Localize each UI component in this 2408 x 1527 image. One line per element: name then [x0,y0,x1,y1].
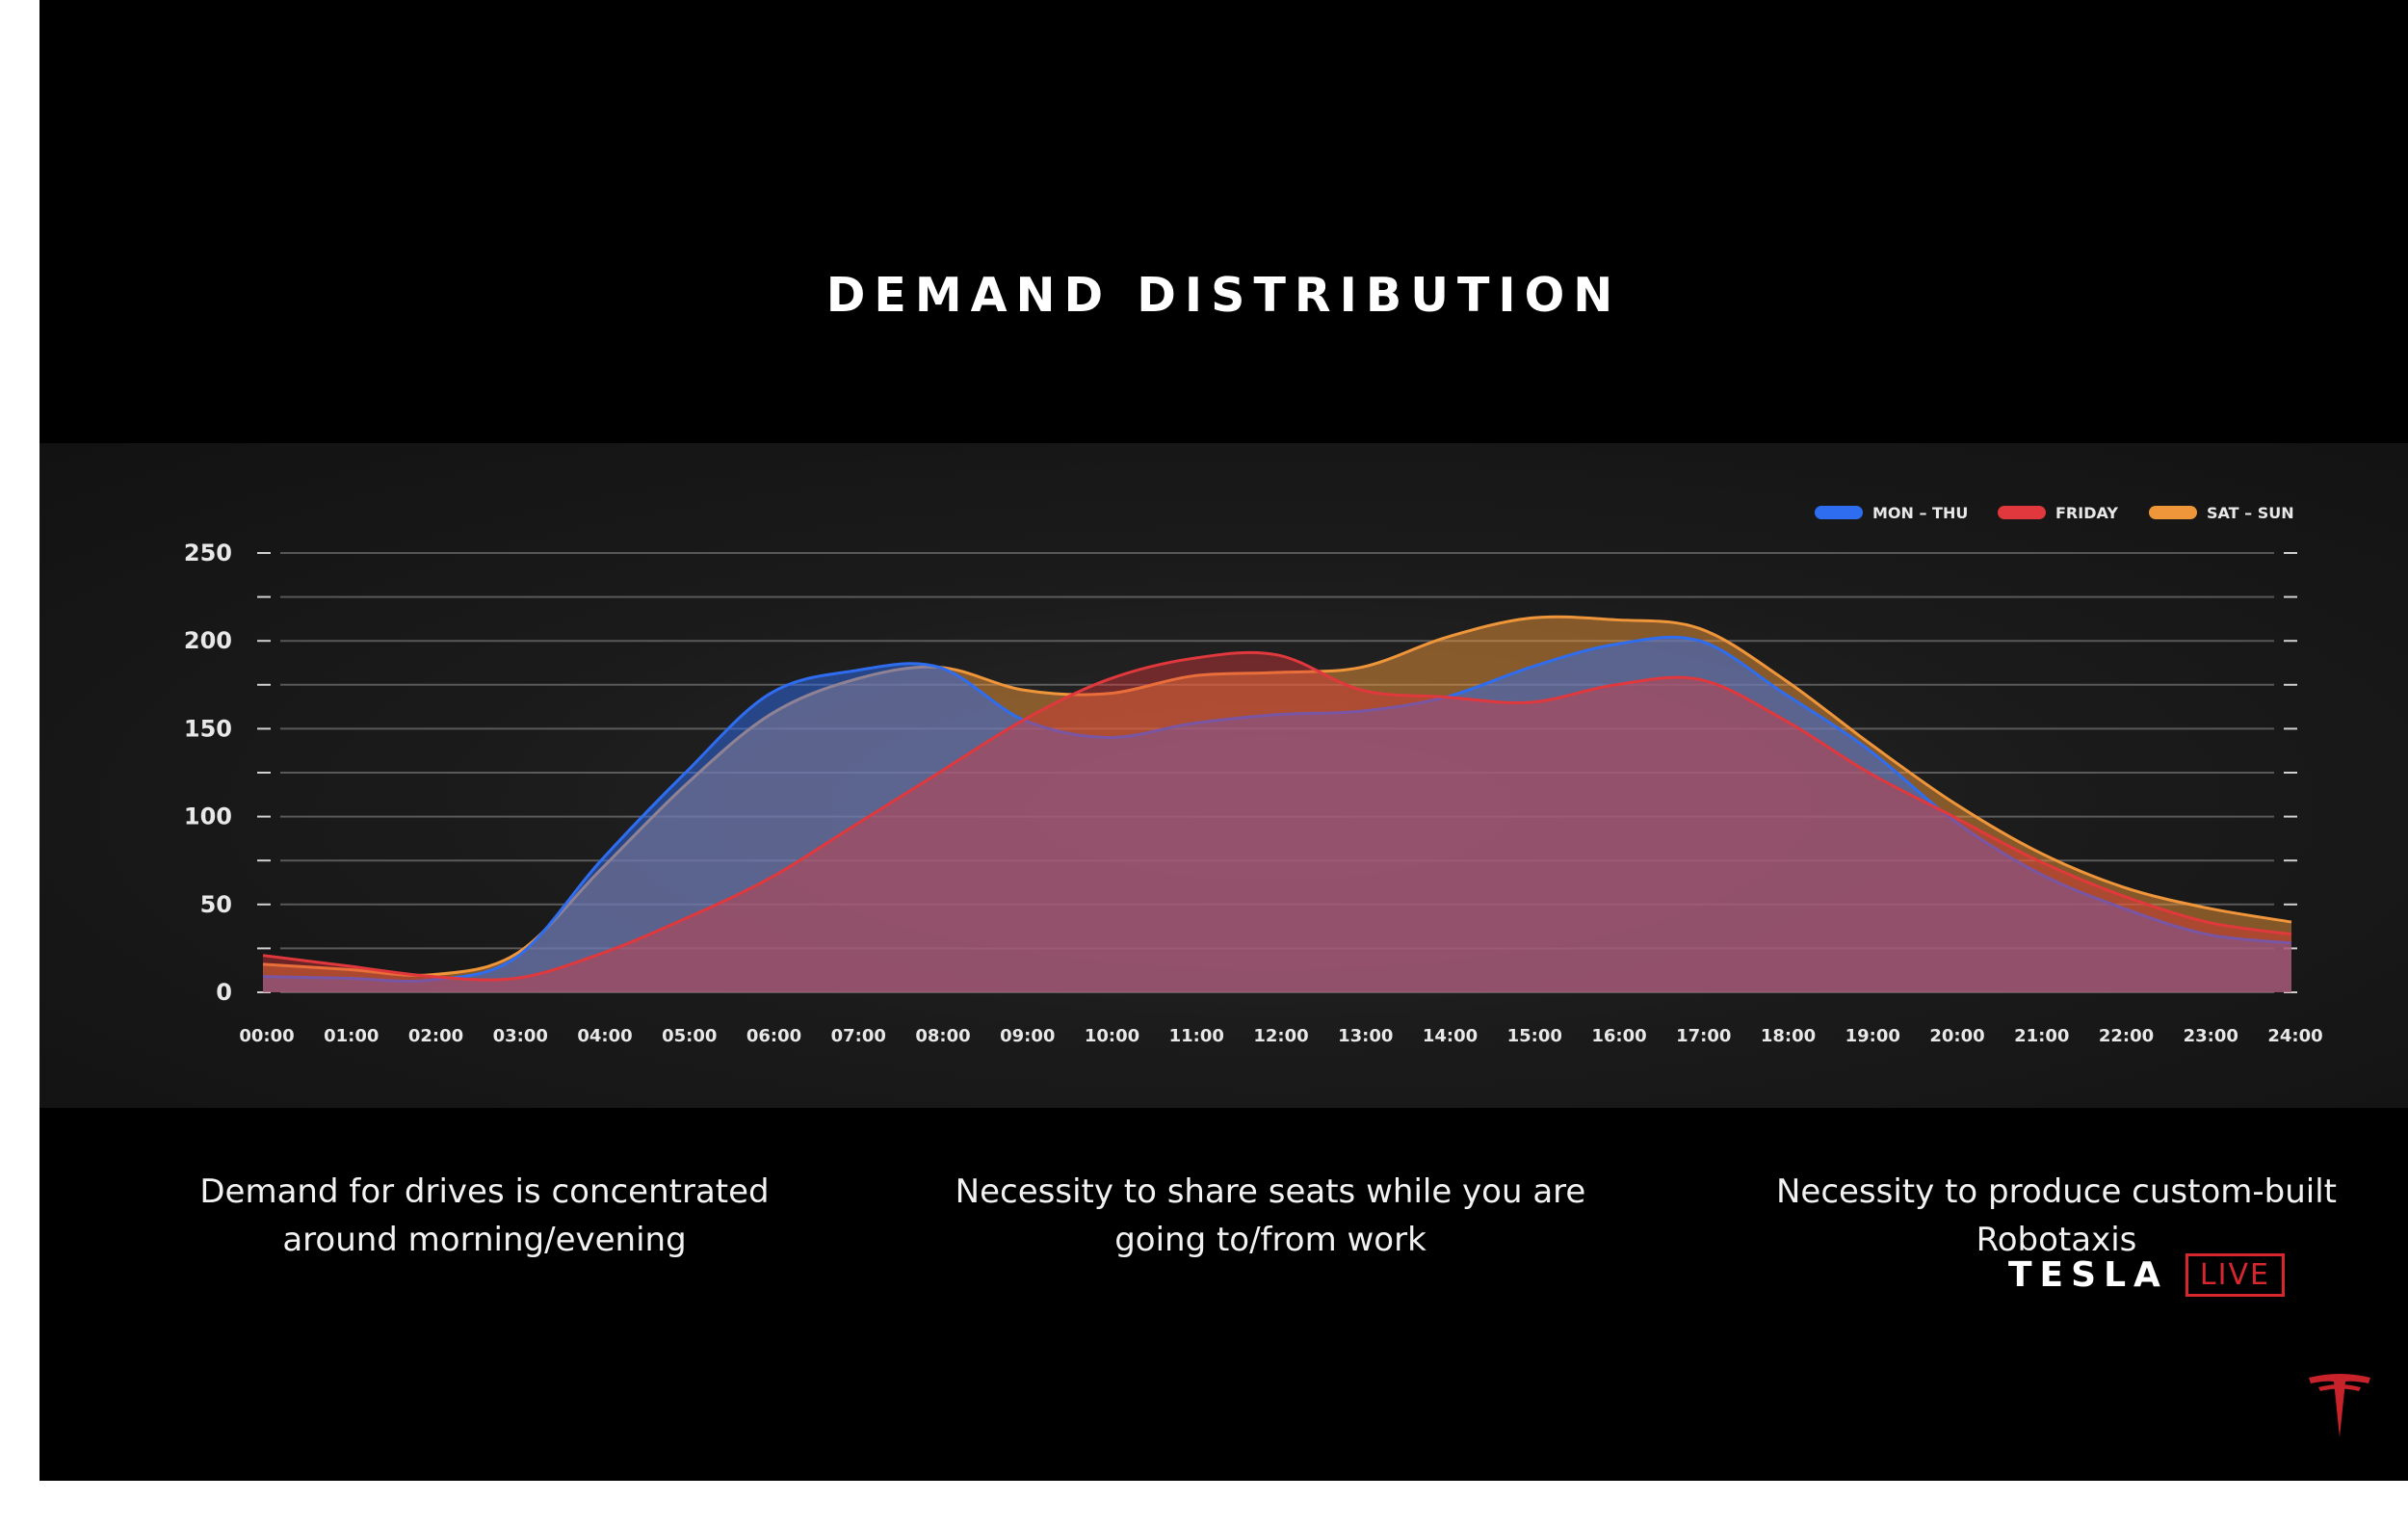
demand-chart: 0 50 100 150 200 250 00:00 01:00 02:00 03:00 04:00… [184,504,2323,1046]
x-tick-label: 07:00 [831,1026,886,1046]
x-tick-label: 00:00 [239,1026,294,1046]
x-tick-label: 23:00 [2184,1026,2238,1046]
y-tick-label: 50 [200,891,232,918]
x-tick-label: 24:00 [2267,1026,2322,1046]
x-tick-label: 15:00 [1507,1026,1562,1046]
x-tick-label: 08:00 [915,1026,970,1046]
series-area-mon-thu [263,637,2291,992]
x-tick-label: 21:00 [2014,1026,2069,1046]
x-tick-label: 01:00 [324,1026,379,1046]
x-tick-label: 20:00 [1929,1026,1984,1046]
y-tick-label: 200 [184,627,232,654]
tesla-live-badge: TESLA LIVE [2008,1251,2285,1299]
x-tick-label: 12:00 [1253,1026,1308,1046]
x-tick-label: 09:00 [1000,1026,1055,1046]
y-tick-label: 250 [184,540,232,566]
x-tick-label: 06:00 [746,1026,801,1046]
x-tick-label: 10:00 [1085,1026,1139,1046]
series-line-friday [262,650,2292,982]
x-tick-label: 02:00 [408,1026,463,1046]
x-tick-label: 13:00 [1338,1026,1393,1046]
live-label: LIVE [2185,1252,2285,1297]
x-tick-label: 03:00 [493,1026,548,1046]
chart-panel: 0 50 100 150 200 250 00:00 01:00 02:00 03:00 04:00… [39,443,2408,1108]
x-tick-label: 22:00 [2099,1026,2154,1046]
legend-label: SAT – SUN [2207,504,2294,522]
x-tick-label: 19:00 [1845,1026,1900,1046]
x-tick-label: 14:00 [1423,1026,1478,1046]
x-tick-label: 11:00 [1169,1026,1224,1046]
x-tick-label: 04:00 [577,1026,632,1046]
slide-title: DEMAND DISTRIBUTION [825,268,1622,323]
caption-share-seats: Necessity to share seats while you are g… [955,1172,1586,1259]
slide: DEMAND DISTRIBUTION 0 50 100 150 200 250 00:00… [39,0,2408,1481]
tesla-wordmark: TESLA [2008,1254,2168,1295]
legend-swatch [1815,506,1863,519]
y-tick-label: 150 [184,715,232,742]
y-tick-label: 100 [184,803,232,830]
caption-robotaxis: Necessity to produce custom-built Robota… [1775,1172,2338,1259]
series-line-mon-thu [262,635,2292,984]
legend-swatch [2149,506,2197,519]
legend-label: MON – THU [1872,504,1968,522]
x-tick-label: 05:00 [662,1026,717,1046]
legend-swatch [1998,506,2046,519]
x-tick-label: 18:00 [1761,1026,1816,1046]
y-tick-label: 0 [216,979,232,1006]
series-area-friday [263,652,2291,992]
x-tick-label: 17:00 [1676,1026,1731,1046]
legend-label: FRIDAY [2055,504,2118,522]
tesla-t-icon [2309,1374,2370,1437]
x-tick-label: 16:00 [1591,1026,1646,1046]
caption-morning-evening: Demand for drives is concentrated around… [199,1172,770,1259]
